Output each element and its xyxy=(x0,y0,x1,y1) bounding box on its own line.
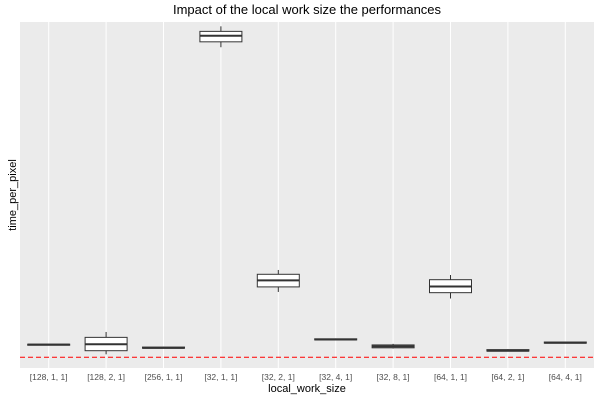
box xyxy=(314,338,358,341)
boxes xyxy=(27,26,587,355)
x-tick-label: [64, 4, 1] xyxy=(549,372,582,382)
x-tick-label: [32, 8, 1] xyxy=(377,372,410,382)
x-tick-label: [32, 4, 1] xyxy=(319,372,352,382)
box xyxy=(199,26,243,48)
box xyxy=(543,341,587,344)
box xyxy=(142,346,185,349)
box xyxy=(486,349,530,352)
box xyxy=(371,343,415,349)
x-tick-label: [256, 1, 1] xyxy=(145,372,183,382)
x-tick-label: [64, 2, 1] xyxy=(491,372,524,382)
chart-title: Impact of the local work size the perfor… xyxy=(173,2,442,17)
x-tick-label: [128, 1, 1] xyxy=(30,372,68,382)
box xyxy=(429,275,472,299)
x-tick-label: [128, 2, 1] xyxy=(87,372,125,382)
box xyxy=(27,343,71,346)
plot-background xyxy=(20,22,594,368)
x-tick-label: [64, 1, 1] xyxy=(434,372,467,382)
x-axis-title: local_work_size xyxy=(268,383,346,395)
x-tick-label: [32, 1, 1] xyxy=(204,372,237,382)
grid xyxy=(48,22,566,368)
y-axis-title: time_per_pixel xyxy=(7,159,19,231)
box xyxy=(256,269,300,292)
x-tick-labels: [128, 1, 1] [128, 2, 1] [256, 1, 1] [32, 1,… xyxy=(30,372,582,382)
x-tick-label: [32, 2, 1] xyxy=(262,372,295,382)
box xyxy=(84,331,128,355)
